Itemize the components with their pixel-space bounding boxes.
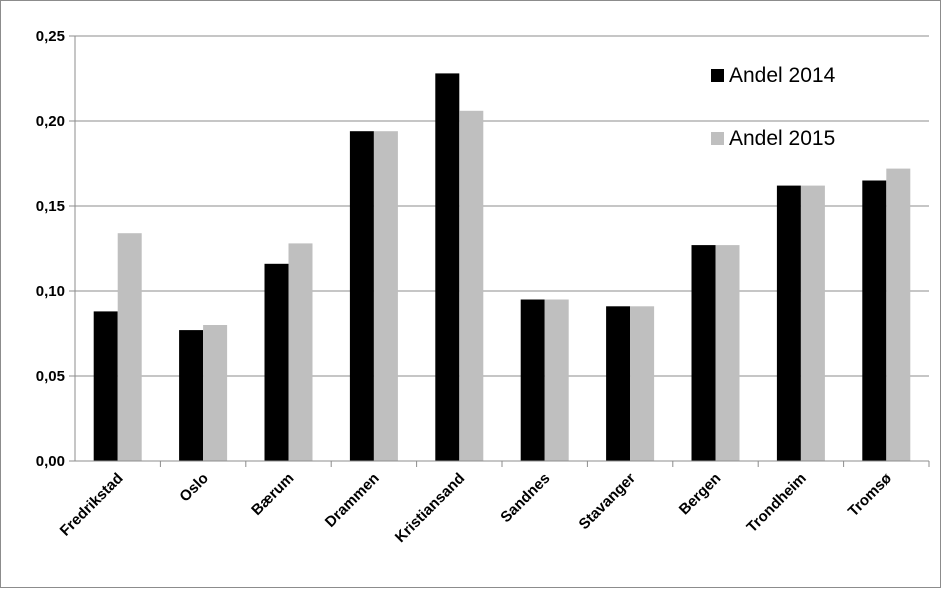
bar-andel-2015 bbox=[288, 243, 313, 461]
bar-andel-2015 bbox=[203, 325, 228, 461]
x-tick-label: Bergen bbox=[676, 470, 725, 519]
x-tick-label: Kristiansand bbox=[392, 470, 468, 546]
y-tick-label: 0,00 bbox=[36, 453, 65, 470]
legend: Andel 2014 Andel 2015 bbox=[711, 64, 836, 150]
bar-andel-2014 bbox=[606, 306, 631, 461]
y-tick-labels: 0,00 0,05 0,10 0,15 0,20 0,25 bbox=[36, 28, 65, 470]
bar-andel-2015 bbox=[459, 110, 484, 462]
legend-swatch bbox=[711, 69, 724, 82]
y-tick-label: 0,05 bbox=[36, 368, 65, 385]
bar-andel-2014 bbox=[349, 131, 374, 461]
x-tick-label: Drammen bbox=[322, 470, 383, 531]
bar-andel-2014 bbox=[520, 299, 545, 461]
bar-andel-2015 bbox=[544, 299, 569, 461]
y-tick-label: 0,15 bbox=[36, 198, 65, 215]
bar-andel-2015 bbox=[886, 168, 911, 461]
bar-andel-2014 bbox=[862, 180, 887, 461]
bar-andel-2014 bbox=[691, 245, 716, 461]
bar-andel-2015 bbox=[117, 233, 142, 461]
bar-andel-2014 bbox=[179, 330, 204, 461]
bar-andel-2014 bbox=[435, 73, 460, 462]
bar-andel-2015 bbox=[800, 185, 825, 461]
bar-andel-2015 bbox=[715, 245, 740, 461]
x-tick-label: Tromsø bbox=[845, 469, 896, 520]
bars bbox=[93, 73, 911, 462]
legend-label: Andel 2014 bbox=[729, 64, 836, 87]
y-tick-label: 0,10 bbox=[36, 283, 65, 300]
bar-andel-2015 bbox=[630, 306, 655, 461]
x-tick-label: Trondheim bbox=[743, 470, 809, 536]
bar-andel-2014 bbox=[93, 311, 118, 461]
x-tick-label: Stavanger bbox=[576, 470, 639, 533]
legend-label: Andel 2015 bbox=[729, 127, 835, 150]
bar-andel-2014 bbox=[264, 263, 289, 461]
x-tick-label: Bærum bbox=[248, 470, 297, 519]
x-tick-labels: Fredrikstad Oslo Bærum Drammen Kristiansand S… bbox=[57, 469, 896, 546]
legend-swatch bbox=[711, 132, 724, 145]
bar-andel-2015 bbox=[373, 131, 398, 461]
y-tick-label: 0,20 bbox=[36, 113, 65, 130]
bar-andel-2014 bbox=[776, 185, 801, 461]
x-tick-label: Fredrikstad bbox=[57, 470, 127, 540]
x-tick-label: Sandnes bbox=[497, 470, 553, 526]
y-tick-label: 0,25 bbox=[36, 28, 65, 45]
axes bbox=[69, 35, 930, 467]
x-tick-label: Oslo bbox=[176, 470, 212, 506]
